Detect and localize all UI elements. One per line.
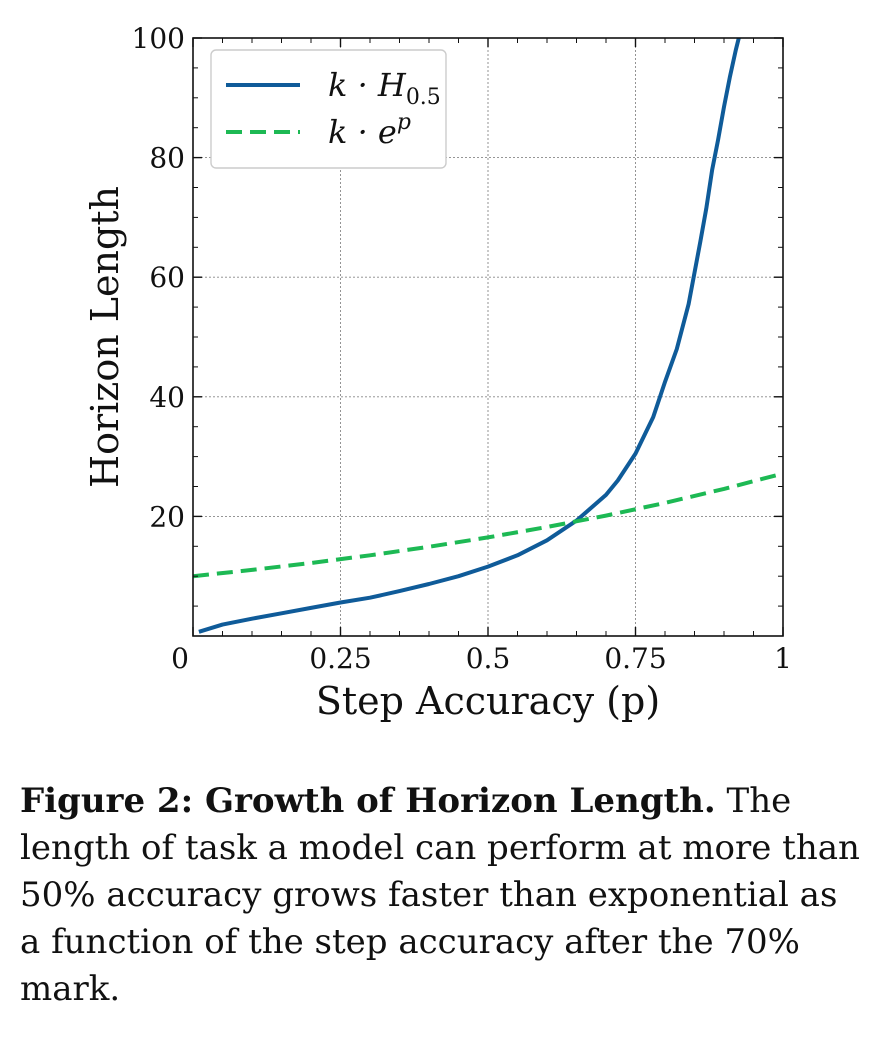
series-line-horizon xyxy=(198,37,741,634)
axis-ticks xyxy=(192,37,784,636)
figure-caption: Figure 2: Growth of Horizon Length. The … xyxy=(20,778,865,1013)
series-lines xyxy=(192,37,784,634)
y-axis-title: Horizon Length xyxy=(83,186,127,488)
caption-label: Figure 2: Growth of Horizon Length. xyxy=(20,781,716,821)
legend: k · H0.5k · ep xyxy=(210,49,447,169)
y-tick-label: 80 xyxy=(149,142,185,175)
y-tick-label: 40 xyxy=(149,381,185,414)
chart-area: 0.25 0.5 0.75 1 20 40 60 80 100 0 Step Accuracy (… xyxy=(83,22,792,723)
legend-label: k · ep xyxy=(328,110,411,151)
x-tick-label: 0.25 xyxy=(309,642,371,675)
origin-label: 0 xyxy=(171,642,189,675)
y-tick-label: 60 xyxy=(149,261,185,294)
legend-box xyxy=(210,49,447,169)
series-line-exponential xyxy=(192,471,784,579)
x-tick-label: 0.5 xyxy=(466,642,511,675)
caption-text: The length of task a model can perform a… xyxy=(20,781,860,1009)
x-axis-title: Step Accuracy (p) xyxy=(316,679,660,723)
x-tick-label: 1 xyxy=(774,642,792,675)
y-tick-label: 100 xyxy=(132,22,185,55)
y-tick-label: 20 xyxy=(149,500,185,533)
tick-labels: 0.25 0.5 0.75 1 20 40 60 80 100 0 xyxy=(132,22,792,675)
x-tick-label: 0.75 xyxy=(604,642,666,675)
line-chart: 0.25 0.5 0.75 1 20 40 60 80 100 0 Step Accuracy (… xyxy=(83,22,792,723)
legend-label: k · H0.5 xyxy=(328,66,441,110)
